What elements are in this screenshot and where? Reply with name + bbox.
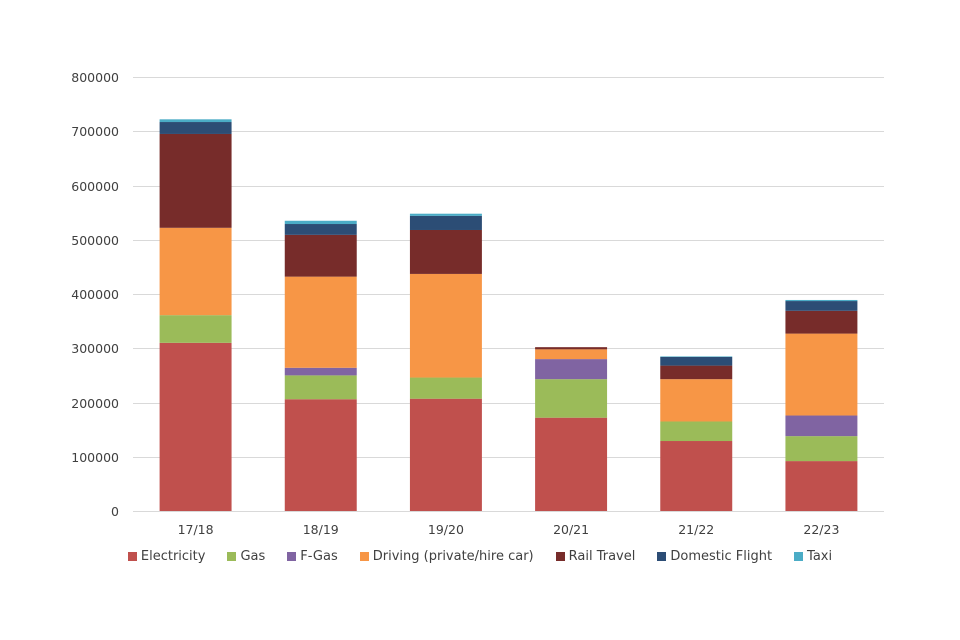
legend-swatch (287, 552, 297, 561)
legend-item: Driving (private/hire car) (359, 549, 534, 564)
y-tick-label: 200000 (71, 396, 119, 411)
gridlines (133, 77, 884, 512)
bar-segment-domestic-flight (660, 356, 733, 366)
bar-segment-taxi (660, 356, 733, 357)
legend-item: Rail Travel (555, 549, 636, 564)
bar-stack (159, 119, 232, 511)
y-tick-label: 800000 (71, 70, 119, 85)
x-axis-tick-labels: 17/18 18/19 19/20 20/21 21/22 22/23 (178, 522, 840, 537)
x-tick-label: 19/20 (428, 522, 464, 537)
legend-item: Electricity (127, 549, 206, 564)
bar-segment-electricity (660, 441, 733, 511)
bar-segment-gas (409, 377, 482, 399)
legend-label: Electricity (140, 549, 206, 564)
bar-segment-driving-private-hire-car (535, 349, 608, 360)
legend: Electricity Gas F-Gas Driving (private/hire… (0, 549, 960, 564)
y-tick-label: 600000 (71, 179, 119, 194)
bar-segment-gas (660, 421, 733, 442)
bar-segment-gas (535, 379, 608, 418)
stacked-bar-chart: 0 100000 200000 300000 400000 500000 600000 700… (71, 70, 884, 537)
bar-stack (535, 347, 608, 511)
bar-segment-electricity (159, 342, 232, 511)
bar-segment-domestic-flight (409, 215, 482, 230)
bar-stack (785, 299, 858, 511)
bar-segment-driving-private-hire-car (785, 333, 858, 416)
legend-swatch (359, 552, 369, 561)
bar-segment-rail-travel (409, 229, 482, 274)
bar-segment-driving-private-hire-car (159, 227, 232, 316)
legend-swatch (127, 552, 137, 561)
x-tick-label: 21/22 (678, 522, 714, 537)
bar-segment-f-gas (284, 367, 357, 376)
bar-segment-rail-travel (159, 133, 232, 228)
bar-stack (660, 356, 733, 511)
legend-item: Taxi (794, 549, 832, 564)
x-tick-label: 22/23 (803, 522, 839, 537)
legend-item: Gas (227, 549, 265, 564)
legend-label: Driving (private/hire car) (372, 549, 534, 564)
legend-label: Gas (240, 549, 266, 564)
bar-segment-rail-travel (284, 234, 357, 277)
legend-swatch (657, 552, 667, 561)
x-tick-label: 20/21 (553, 522, 589, 537)
legend-label: F-Gas (300, 549, 338, 564)
legend-swatch (555, 552, 565, 561)
bar-segment-taxi (284, 220, 357, 225)
bar-segment-electricity (409, 398, 482, 511)
legend-label: Taxi (807, 549, 833, 564)
x-tick-label: 17/18 (178, 522, 214, 537)
bar-segment-driving-private-hire-car (284, 276, 357, 368)
y-axis-tick-labels: 0 100000 200000 300000 400000 500000 600000 700… (71, 70, 119, 519)
y-tick-label: 0 (111, 504, 119, 519)
bar-segment-f-gas (785, 415, 858, 437)
bar-segment-taxi (785, 299, 858, 302)
bar-segment-gas (284, 375, 357, 400)
bar-segment-driving-private-hire-car (409, 273, 482, 378)
bar-segment-gas (785, 436, 858, 462)
y-tick-label: 700000 (71, 124, 119, 139)
bar-stack (409, 213, 482, 511)
bar-segment-domestic-flight (284, 224, 357, 235)
bar-segment-electricity (535, 417, 608, 511)
bar-segment-rail-travel (535, 347, 608, 350)
legend-item: F-Gas (287, 549, 338, 564)
legend-swatch (227, 552, 237, 561)
bar-segment-gas (159, 315, 232, 343)
legend-item: Domestic Flight (657, 549, 772, 564)
bar-segment-electricity (284, 399, 357, 511)
bars (159, 119, 858, 511)
bar-segment-f-gas (535, 359, 608, 380)
y-tick-label: 500000 (71, 233, 119, 248)
y-tick-label: 100000 (71, 450, 119, 465)
x-tick-label: 18/19 (303, 522, 339, 537)
bar-segment-electricity (785, 461, 858, 511)
legend-label: Rail Travel (568, 549, 636, 564)
bar-segment-taxi (409, 213, 482, 216)
y-tick-label: 300000 (71, 341, 119, 356)
bar-segment-domestic-flight (159, 122, 232, 134)
bar-segment-rail-travel (660, 365, 733, 380)
legend-label: Domestic Flight (670, 549, 773, 564)
legend-swatch (794, 552, 804, 561)
bar-stack (284, 220, 357, 511)
y-tick-label: 400000 (71, 287, 119, 302)
bar-segment-taxi (159, 119, 232, 123)
bar-segment-domestic-flight (785, 301, 858, 311)
bar-segment-driving-private-hire-car (660, 379, 733, 422)
bar-segment-rail-travel (785, 310, 858, 334)
